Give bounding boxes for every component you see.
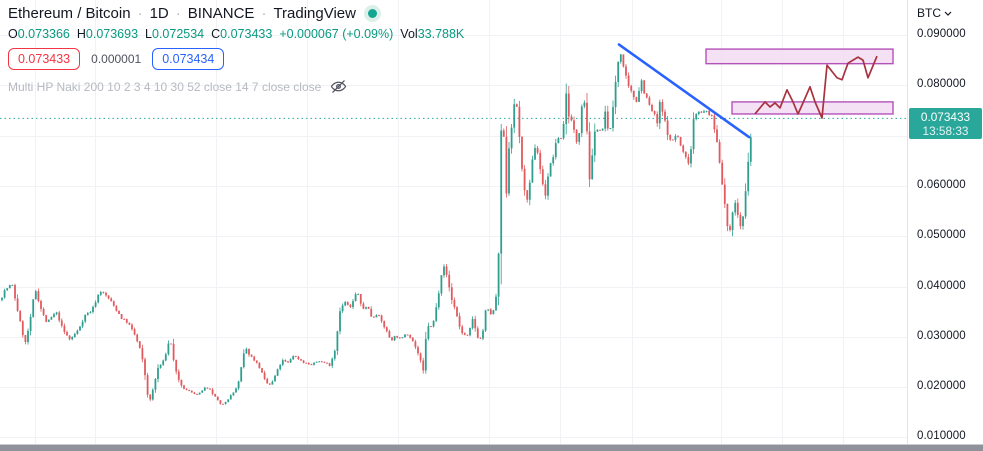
candlestick-series bbox=[1, 53, 752, 405]
sell-price-button[interactable]: 0.073433 bbox=[8, 48, 81, 70]
price-tick-label: 0.060000 bbox=[917, 178, 966, 191]
symbol-title[interactable]: Ethereum / Bitcoin bbox=[8, 5, 131, 22]
indicator-row: Multi HP Naki 200 10 2 3 4 10 30 52 clos… bbox=[8, 78, 471, 95]
current-price-badge: 0.073433 13:58:33 bbox=[909, 108, 982, 139]
current-price-value: 0.073433 bbox=[920, 109, 971, 124]
change-value: +0.000067 (+0.09%) bbox=[279, 27, 394, 41]
indicator-title[interactable]: Multi HP Naki 200 10 2 3 4 10 30 52 clos… bbox=[8, 79, 322, 94]
separator-dot: · bbox=[261, 5, 267, 22]
open-label: O bbox=[8, 27, 18, 41]
eye-hidden-icon[interactable] bbox=[330, 78, 347, 95]
price-tick-label: 0.020000 bbox=[917, 380, 966, 393]
chevron-down-icon bbox=[944, 11, 952, 16]
separator-dot: · bbox=[175, 5, 181, 22]
close-value: 0.073433 bbox=[220, 27, 273, 41]
buy-price-button[interactable]: 0.073434 bbox=[152, 48, 225, 70]
price-tick-label: 0.080000 bbox=[917, 78, 966, 91]
price-tick-label: 0.090000 bbox=[917, 28, 966, 40]
low-value: 0.072534 bbox=[152, 27, 205, 41]
quote-row: 0.073433 0.000001 0.073434 bbox=[8, 48, 471, 70]
volume-value: 33.788K bbox=[417, 27, 465, 41]
supply-zone-box-1[interactable] bbox=[705, 48, 894, 65]
symbol-header-row: Ethereum / Bitcoin · 1D · BINANCE · Trad… bbox=[8, 5, 471, 22]
open-value: 0.073366 bbox=[17, 27, 70, 41]
time-axis-strip bbox=[0, 444, 983, 451]
price-tick-label: 0.030000 bbox=[917, 329, 966, 342]
realtime-status-icon bbox=[367, 9, 377, 18]
price-tick-label: 0.050000 bbox=[917, 229, 966, 242]
axis-currency-label: BTC bbox=[917, 6, 941, 20]
bar-countdown: 13:58:33 bbox=[922, 123, 969, 138]
axis-currency-button[interactable]: BTC bbox=[917, 6, 952, 20]
chart-legend: Ethereum / Bitcoin · 1D · BINANCE · Trad… bbox=[8, 5, 471, 95]
close-label: C bbox=[211, 27, 221, 41]
price-chart-canvas[interactable] bbox=[0, 0, 907, 451]
low-label: L bbox=[145, 27, 152, 41]
ohlc-row: O0.073366 H0.073693 L0.072534 C0.073433 … bbox=[8, 27, 471, 41]
high-label: H bbox=[76, 27, 86, 41]
price-tick-label: 0.040000 bbox=[917, 279, 966, 292]
high-value: 0.073693 bbox=[85, 27, 139, 41]
provider-label[interactable]: TradingView bbox=[273, 5, 356, 22]
separator-dot: · bbox=[137, 5, 143, 22]
volume-label: Vol bbox=[400, 27, 418, 41]
price-axis[interactable]: BTC 0.090000 0.080000 0.060000 0.050000 0.04… bbox=[907, 0, 983, 444]
exchange-label[interactable]: BINANCE bbox=[187, 5, 255, 22]
interval-button[interactable]: 1D bbox=[149, 5, 169, 22]
price-tick-label: 0.010000 bbox=[917, 430, 966, 443]
trendline-drawing[interactable] bbox=[617, 43, 751, 139]
spread-value: 0.000001 bbox=[91, 52, 142, 66]
forecast-path-drawing[interactable] bbox=[754, 55, 878, 119]
